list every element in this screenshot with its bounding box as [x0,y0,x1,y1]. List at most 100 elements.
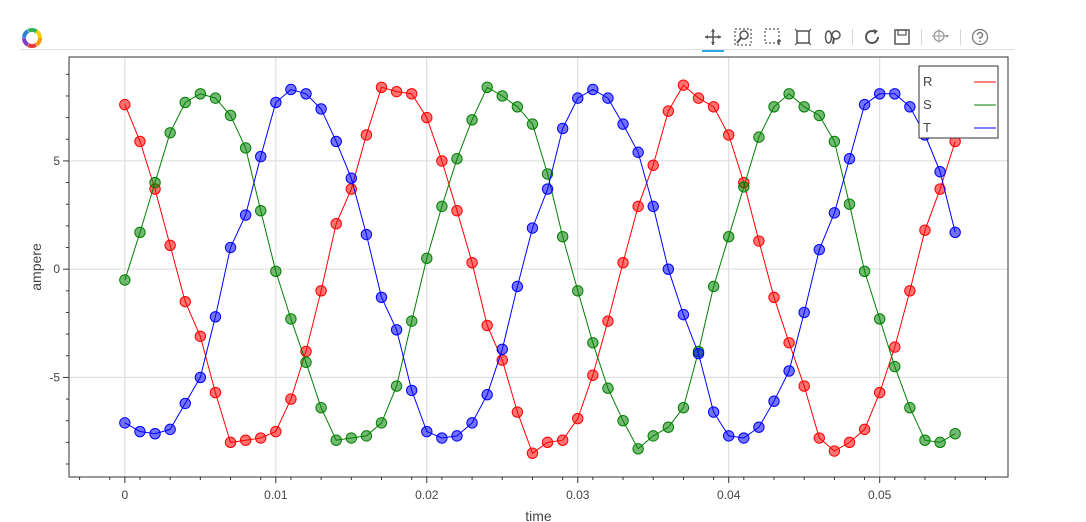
data-point[interactable] [255,150,267,163]
data-point[interactable] [904,402,916,414]
data-point[interactable] [239,434,252,446]
data-point[interactable] [858,265,871,278]
data-point[interactable] [451,430,463,442]
data-point[interactable] [375,81,388,94]
data-point[interactable] [873,386,886,399]
data-point[interactable] [315,285,327,297]
data-point[interactable] [466,256,478,269]
data-point[interactable] [572,92,584,104]
data-point[interactable] [194,330,207,342]
data-point[interactable] [707,406,720,418]
help-tool-button[interactable] [967,25,993,49]
box-zoom-tool-button[interactable] [730,25,756,49]
data-point[interactable] [632,200,644,213]
data-point[interactable] [828,207,841,219]
data-point[interactable] [194,88,207,100]
data-point[interactable] [360,430,373,442]
data-point[interactable] [405,88,418,100]
data-point[interactable] [255,205,267,217]
data-point[interactable] [798,306,810,319]
data-point[interactable] [753,131,765,143]
data-point[interactable] [436,200,448,213]
data-point[interactable] [768,101,780,113]
data-point[interactable] [496,90,508,102]
data-point[interactable] [843,153,856,165]
bokeh-logo[interactable] [22,28,42,48]
data-point[interactable] [602,382,614,394]
data-point[interactable] [390,85,403,98]
data-point[interactable] [330,434,342,446]
data-point[interactable] [421,111,433,124]
data-point[interactable] [858,98,871,111]
data-point[interactable] [768,395,780,407]
data-point[interactable] [889,341,901,353]
data-point[interactable] [738,432,750,444]
data-point[interactable] [511,101,524,113]
data-point[interactable] [556,122,569,135]
data-point[interactable] [224,436,237,449]
data-point[interactable] [194,371,207,384]
data-point[interactable] [556,434,569,446]
data-point[interactable] [239,209,252,221]
data-point[interactable] [813,243,825,256]
data-point[interactable] [436,432,448,444]
data-point[interactable] [119,417,131,429]
data-point[interactable] [285,83,297,96]
data-point[interactable] [572,285,584,297]
data-point[interactable] [753,421,765,433]
series-r[interactable] [119,79,961,459]
data-point[interactable] [421,252,433,265]
data-point[interactable] [768,291,780,304]
data-point[interactable] [843,198,856,210]
data-point[interactable] [466,114,478,126]
data-point[interactable] [572,412,584,425]
data-point[interactable] [783,365,795,377]
data-point[interactable] [753,235,765,247]
data-point[interactable] [587,369,599,381]
data-point[interactable] [209,386,222,399]
data-point[interactable] [255,432,267,444]
data-point[interactable] [647,159,659,171]
data-point[interactable] [360,228,373,241]
data-point[interactable] [617,256,629,269]
data-point[interactable] [496,343,508,355]
data-point[interactable] [919,224,931,236]
data-point[interactable] [873,88,886,100]
data-point[interactable] [843,436,856,449]
data-point[interactable] [602,92,614,104]
data-point[interactable] [828,445,841,457]
data-point[interactable] [300,88,312,100]
data-point[interactable] [813,432,825,444]
data-point[interactable] [164,239,176,252]
data-point[interactable] [662,263,675,275]
data-point[interactable] [873,313,886,325]
data-point[interactable] [662,421,675,433]
data-point[interactable] [723,230,735,243]
data-point[interactable] [315,103,327,115]
data-point[interactable] [919,434,931,446]
series-t[interactable] [119,83,961,444]
data-point[interactable] [134,135,146,148]
data-point[interactable] [481,81,493,94]
data-point[interactable] [390,324,403,336]
data-point[interactable] [451,205,463,217]
data-point[interactable] [405,384,418,397]
save-tool-button[interactable] [889,25,915,49]
data-point[interactable] [119,274,131,286]
data-point[interactable] [345,172,358,184]
data-point[interactable] [466,417,478,429]
data-point[interactable] [738,181,750,193]
data-point[interactable] [119,98,131,111]
data-point[interactable] [270,96,282,109]
data-point[interactable] [526,447,539,459]
pan-tool-button[interactable] [700,25,726,52]
data-point[interactable] [889,360,901,373]
data-point[interactable] [360,129,373,141]
data-point[interactable] [285,313,297,325]
data-point[interactable] [632,443,644,455]
data-point[interactable] [904,285,916,297]
data-point[interactable] [511,280,524,293]
data-point[interactable] [315,402,327,414]
data-point[interactable] [164,423,176,436]
